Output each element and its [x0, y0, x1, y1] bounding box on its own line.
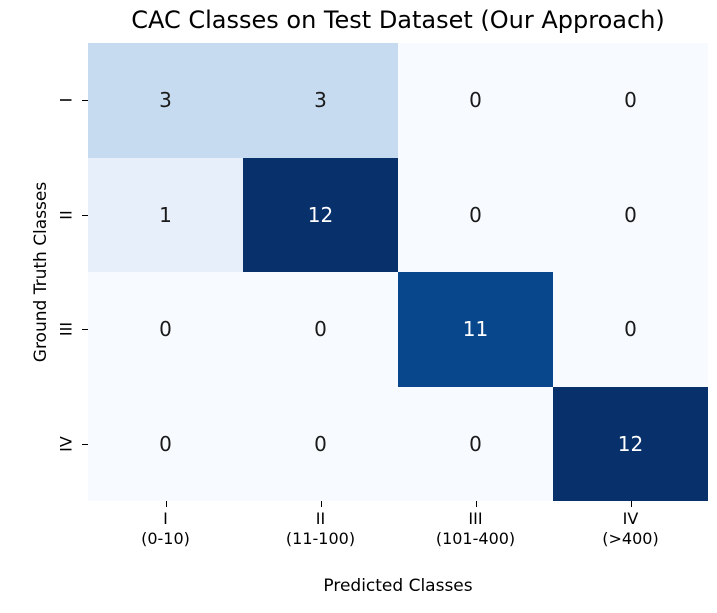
cell-value: 0 [159, 317, 172, 342]
cell-value: 0 [624, 88, 637, 113]
heatmap-cell: 0 [243, 272, 398, 387]
y-tick-mark [82, 443, 88, 445]
heatmap-cell: 11 [398, 272, 553, 387]
heatmap-cell: 0 [553, 43, 708, 158]
y-tick-label: I [56, 97, 76, 103]
y-tick-mark [82, 100, 88, 102]
cell-value: 0 [314, 317, 327, 342]
chart-title: CAC Classes on Test Dataset (Our Approac… [131, 6, 665, 34]
x-tick-range: (>400) [602, 529, 659, 548]
heatmap-cell: 12 [243, 157, 398, 272]
cell-value: 0 [469, 431, 482, 456]
cell-value: 0 [159, 431, 172, 456]
cell-value: 12 [617, 431, 644, 456]
cell-value: 0 [469, 202, 482, 227]
heatmap-cell: 12 [553, 386, 708, 501]
x-tick-label: III (101-400) [436, 509, 515, 549]
x-tick-mark [320, 501, 322, 507]
cell-value: 11 [462, 317, 489, 342]
heatmap-cell: 0 [553, 272, 708, 387]
x-tick-numeral: III [468, 509, 483, 528]
x-tick-numeral: IV [622, 509, 639, 528]
y-tick-mark [82, 329, 88, 331]
y-tick-label: IV [56, 435, 76, 452]
x-tick-numeral: I [163, 509, 168, 528]
cell-value: 1 [159, 202, 172, 227]
y-tick-label: II [56, 210, 76, 220]
cell-value: 12 [307, 202, 334, 227]
heatmap-cell: 0 [88, 386, 243, 501]
x-tick-mark [165, 501, 167, 507]
cell-value: 0 [469, 88, 482, 113]
heatmap-cell: 0 [88, 272, 243, 387]
cell-value: 0 [624, 317, 637, 342]
x-tick-mark [630, 501, 632, 507]
x-tick-range: (101-400) [435, 529, 516, 548]
x-tick-label: IV (>400) [602, 509, 658, 549]
x-tick-label: I (0-10) [141, 509, 190, 549]
heatmap: 3 3 0 0 1 12 0 0 0 0 11 0 0 0 0 12 [88, 43, 708, 501]
y-tick-label: III [56, 322, 76, 337]
x-axis-label: Predicted Classes [323, 576, 473, 596]
y-axis-label: Ground Truth Classes [31, 181, 51, 363]
x-tick-label: II (11-100) [286, 509, 355, 549]
cell-value: 3 [159, 88, 172, 113]
heatmap-cell: 3 [243, 43, 398, 158]
heatmap-cell: 0 [398, 43, 553, 158]
cell-value: 3 [314, 88, 327, 113]
cell-value: 0 [314, 431, 327, 456]
heatmap-cell: 1 [88, 157, 243, 272]
y-tick-mark [82, 214, 88, 216]
heatmap-cell: 0 [398, 386, 553, 501]
x-tick-mark [475, 501, 477, 507]
heatmap-cell: 0 [398, 157, 553, 272]
heatmap-cell: 0 [553, 157, 708, 272]
heatmap-cell: 3 [88, 43, 243, 158]
x-tick-range: (11-100) [285, 529, 356, 548]
heatmap-cell: 0 [243, 386, 398, 501]
cell-value: 0 [624, 202, 637, 227]
x-tick-range: (0-10) [141, 529, 190, 548]
x-tick-numeral: II [315, 509, 326, 528]
